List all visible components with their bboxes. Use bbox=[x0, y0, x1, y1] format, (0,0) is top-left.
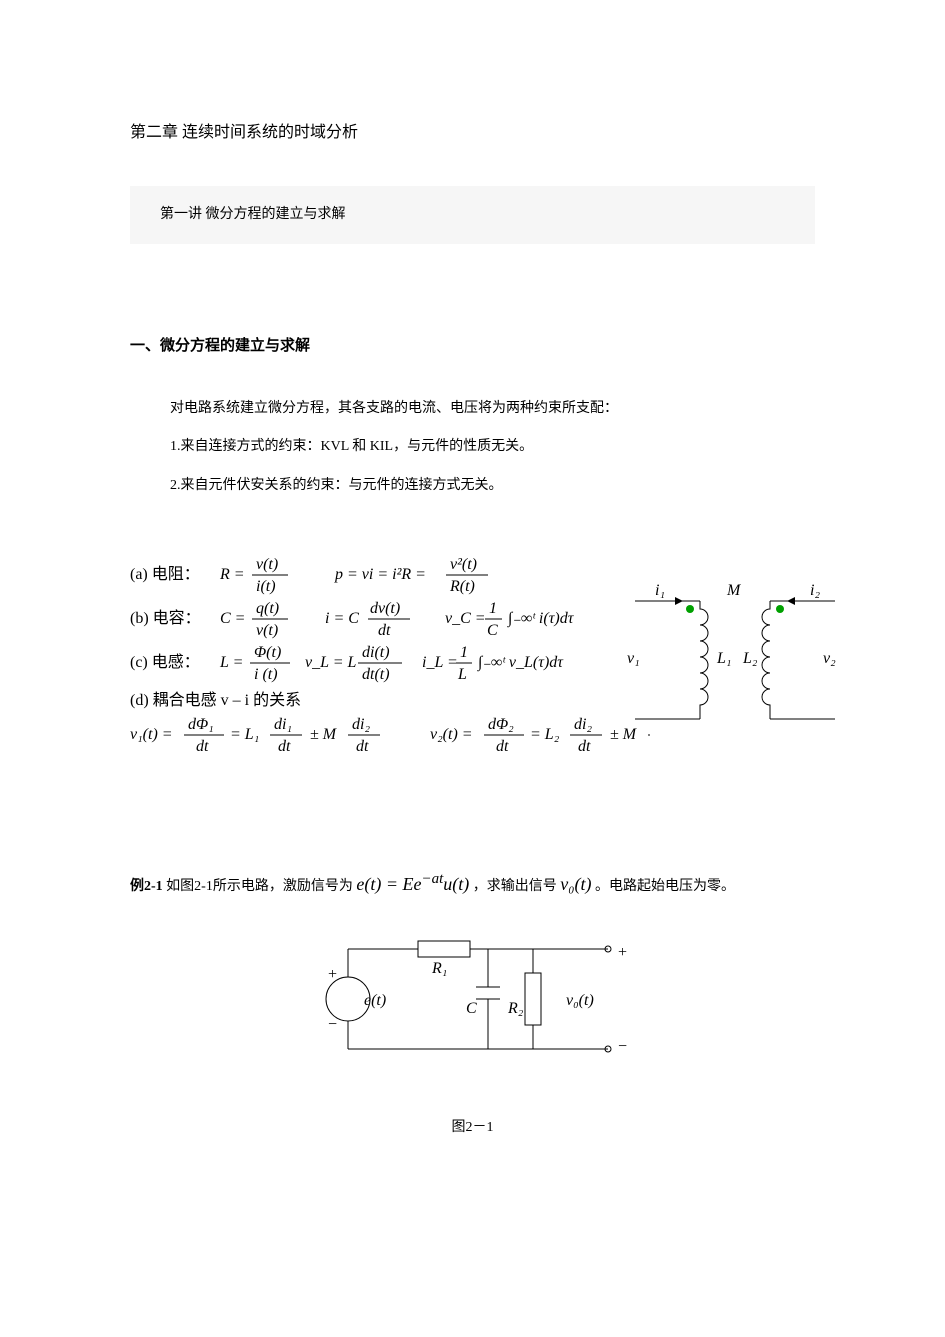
txt: v(t) bbox=[256, 557, 278, 573]
txt: v₂(t) = bbox=[430, 726, 473, 743]
txt: di₁ bbox=[274, 716, 292, 733]
txt: C = bbox=[220, 610, 245, 627]
dot-icon bbox=[776, 605, 784, 613]
formula-b-label: (b) 电容： bbox=[130, 609, 201, 627]
txt: dΦ₂ bbox=[488, 716, 514, 733]
txt: v_C = bbox=[445, 610, 486, 627]
label: i₂ bbox=[810, 582, 820, 599]
formula-d-label: (d) 耦合电感 v – i 的关系 bbox=[130, 691, 301, 709]
txt: dt bbox=[578, 738, 591, 755]
txt: q(t) bbox=[256, 600, 279, 617]
txt: ∫₋∞ᵗ i(τ)dτ bbox=[507, 610, 575, 628]
txt: i = C bbox=[325, 610, 359, 627]
label: v₀(t) bbox=[566, 992, 594, 1009]
txt: dv(t) bbox=[370, 600, 400, 617]
txt: di(t) bbox=[362, 644, 390, 661]
label: i₁ bbox=[655, 582, 665, 599]
label: e(t) bbox=[364, 992, 386, 1009]
example-line: 例2-1 如图2-1所示电路，激励信号为 e(t) = Ee−atu(t) ，求… bbox=[130, 867, 815, 899]
section-heading: 一、微分方程的建立与求解 bbox=[130, 334, 815, 358]
txt: 1 bbox=[460, 644, 468, 661]
circuit-figure: + − e(t) R₁ C R₂ + − v₀(t) 图2－1 bbox=[130, 929, 815, 1140]
txt: dt bbox=[278, 738, 291, 755]
example-text: 如图2-1所示电路，激励信号为 bbox=[166, 879, 353, 894]
label: R₁ bbox=[431, 960, 447, 977]
resistor-icon bbox=[418, 941, 470, 957]
rule-paragraph: 1.来自连接方式的约束：KVL 和 KIL，与元件的性质无关。 bbox=[170, 436, 815, 458]
section-body: 对电路系统建立微分方程，其各支路的电流、电压将为两种约束所支配： 1.来自连接方… bbox=[130, 398, 815, 497]
txt: di₂ bbox=[574, 716, 592, 733]
resistor-icon bbox=[525, 973, 541, 1025]
arrow-icon bbox=[787, 597, 795, 605]
minus-sign: − bbox=[618, 1038, 627, 1055]
figure-caption: 图2－1 bbox=[130, 1117, 815, 1139]
txt: i(t) bbox=[256, 578, 276, 595]
txt: v₁(t) = bbox=[130, 726, 173, 743]
formulas-svg: (a) 电阻： R = v(t) i(t) p = vi = i²R = v²(… bbox=[130, 557, 650, 797]
txt: i (t) bbox=[254, 666, 278, 683]
txt: = L₂ bbox=[530, 726, 560, 743]
txt: dt bbox=[378, 622, 391, 639]
plus-sign: + bbox=[618, 944, 627, 961]
arrow-icon bbox=[675, 597, 683, 605]
label: R₂ bbox=[507, 1000, 524, 1017]
example-label: 例2-1 bbox=[130, 879, 163, 894]
txt: C bbox=[487, 622, 498, 639]
txt: R = bbox=[219, 566, 245, 583]
txt: ± M bbox=[310, 726, 338, 743]
txt: L = bbox=[219, 654, 243, 671]
txt: dt bbox=[356, 738, 369, 755]
txt: Φ(t) bbox=[254, 644, 281, 661]
txt: dt bbox=[496, 738, 509, 755]
formula-c-label: (c) 电感： bbox=[130, 653, 200, 671]
chapter-title: 第二章 连续时间系统的时域分析 bbox=[130, 120, 815, 146]
txt: ∫₋∞ᵗ v_L(τ)dτ bbox=[477, 654, 564, 672]
coil-icon bbox=[700, 601, 708, 719]
label: v₁ bbox=[627, 650, 640, 667]
coil-icon bbox=[762, 601, 770, 719]
coupled-inductor-diagram: i₁ i₂ M v₁ L₁ L₂ v₂ bbox=[625, 579, 845, 739]
txt: p = vi = i²R = bbox=[334, 566, 426, 583]
rule-paragraph: 2.来自元件伏安关系的约束：与元件的连接方式无关。 bbox=[170, 475, 815, 497]
label: L₂ bbox=[742, 650, 758, 667]
txt: R(t) bbox=[449, 578, 475, 595]
txt: v²(t) bbox=[450, 557, 477, 573]
txt: v_L = L bbox=[305, 654, 357, 671]
txt: v(t) bbox=[256, 622, 278, 639]
lecture-title-box: 第一讲 微分方程的建立与求解 bbox=[130, 186, 815, 244]
dot-icon bbox=[686, 605, 694, 613]
txt: di₂ bbox=[352, 716, 370, 733]
document-page: 第二章 连续时间系统的时域分析 第一讲 微分方程的建立与求解 一、微分方程的建立… bbox=[0, 0, 945, 1190]
label: L₁ bbox=[716, 650, 731, 667]
minus-sign: − bbox=[328, 1016, 337, 1033]
formula-a-label: (a) 电阻： bbox=[130, 565, 200, 583]
circuit-svg: + − e(t) R₁ C R₂ + − v₀(t) bbox=[308, 929, 638, 1079]
txt: 1 bbox=[489, 600, 497, 617]
formula-area: (a) 电阻： R = v(t) i(t) p = vi = i²R = v²(… bbox=[130, 557, 815, 797]
output-signal: v₀(t) bbox=[560, 874, 591, 894]
label: M bbox=[726, 582, 742, 599]
example-text: ，求输出信号 bbox=[473, 879, 557, 894]
label: v₂ bbox=[823, 650, 836, 667]
plus-sign: + bbox=[328, 966, 337, 983]
example-equation: e(t) = Ee−atu(t) bbox=[356, 874, 469, 894]
txt: dt bbox=[196, 738, 209, 755]
txt: dΦ₁ bbox=[188, 716, 214, 733]
txt: L bbox=[457, 666, 467, 683]
example-text: 。电路起始电压为零。 bbox=[595, 879, 735, 894]
label: C bbox=[466, 1000, 477, 1017]
intro-paragraph: 对电路系统建立微分方程，其各支路的电流、电压将为两种约束所支配： bbox=[170, 398, 815, 420]
txt: i_L = bbox=[422, 654, 458, 671]
txt: dt(t) bbox=[362, 666, 390, 683]
txt: = L₁ bbox=[230, 726, 259, 743]
lecture-title: 第一讲 微分方程的建立与求解 bbox=[160, 207, 346, 222]
